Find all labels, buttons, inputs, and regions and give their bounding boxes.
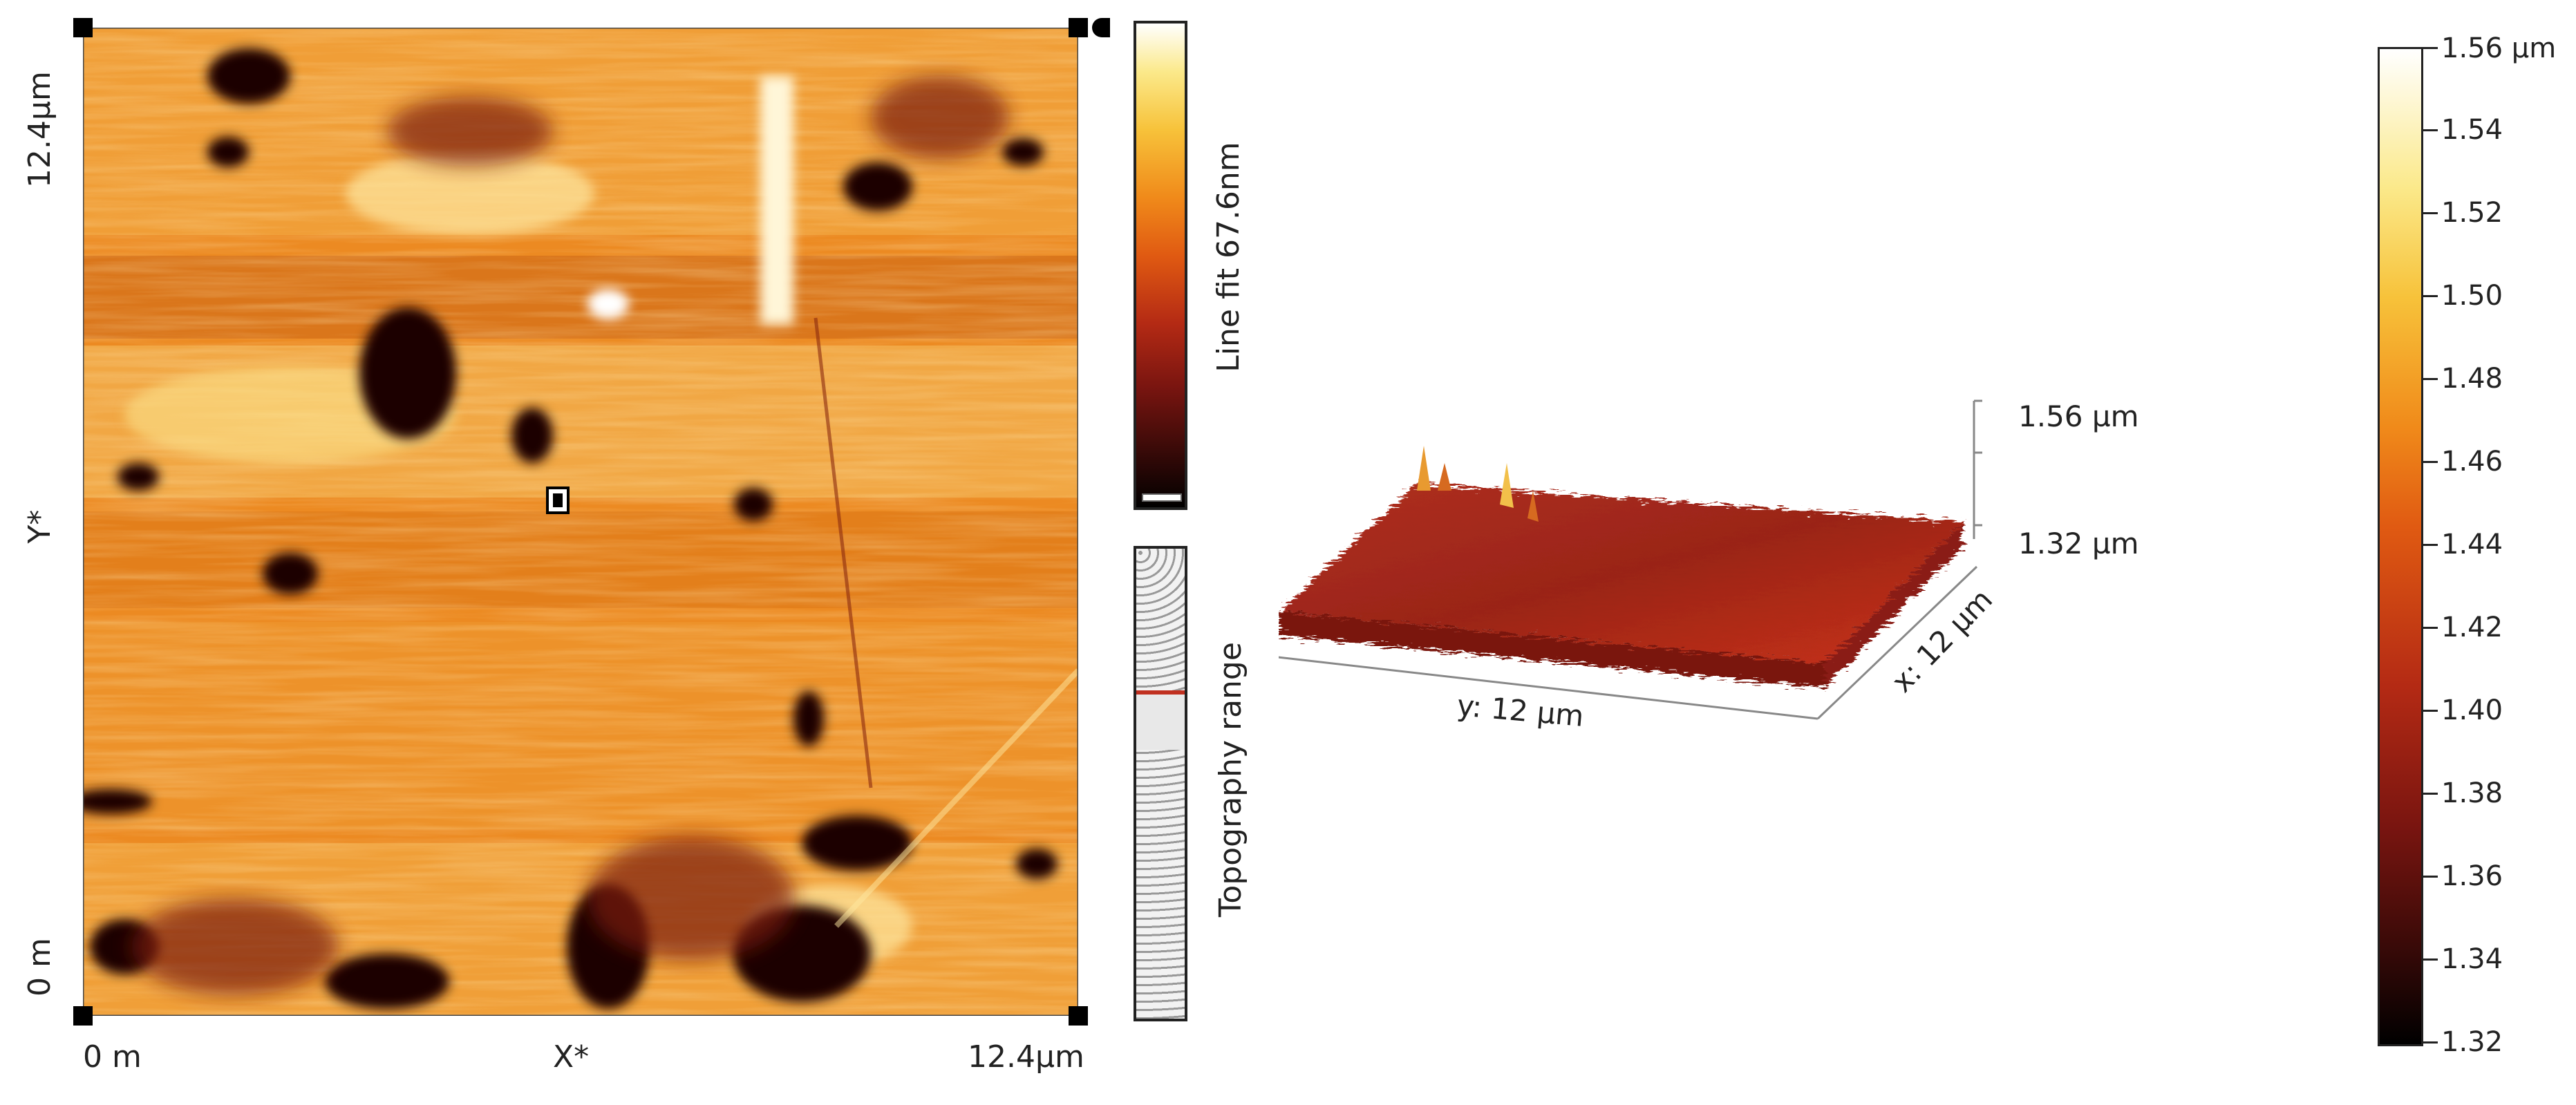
- corner-handle-bottom-left[interactable]: [73, 1006, 93, 1026]
- topography-map-panel: 12.4µm Y* 0 m 0 m X* 12.4µm: [0, 0, 1110, 1105]
- colorbar-tick: [2421, 710, 2438, 712]
- colorbar-tick-label: 1.48: [2441, 363, 2503, 395]
- panel-menu-icon[interactable]: [1092, 18, 1110, 37]
- colorbar-tick: [2421, 1041, 2438, 1043]
- colorbar-tick-label: 1.42: [2441, 612, 2503, 643]
- colorbar-tick: [2421, 627, 2438, 629]
- colorbar-tick-label: 1.36: [2441, 860, 2503, 892]
- colorbar-tick: [2421, 212, 2438, 214]
- 3d-surface-view[interactable]: 1.56 µm 1.32 µm y: 12 µm x: 12 µm: [1271, 387, 2177, 746]
- surface-peaks: [1417, 446, 1539, 522]
- colorbar-tick-label: 1.50: [2441, 280, 2503, 312]
- x-axis-mid-label: X*: [553, 1039, 590, 1075]
- y-axis-mid-label: Y*: [22, 509, 57, 544]
- height-colorbar-gradient: [2378, 47, 2423, 1046]
- 3d-z-top-label: 1.56 µm: [2018, 399, 2139, 433]
- topography-range-label: Topography range: [1213, 642, 1248, 917]
- colorbar-tick-label: 1.44: [2441, 529, 2503, 560]
- topography-range-bar[interactable]: [1134, 546, 1187, 1021]
- height-colorbar: 1.56 µm 1.54 1.52 1.50 1.48 1.46 1.44 1.42 1.40…: [2364, 28, 2571, 1078]
- line-fit-range-marker[interactable]: [1142, 493, 1182, 502]
- line-fit-label: Line fit 67.6nm: [1211, 142, 1246, 372]
- colorbar-tick: [2421, 876, 2438, 878]
- x-axis-max-label: 12.4µm: [968, 1039, 1084, 1075]
- colorbar-tick-label: 1.52: [2441, 197, 2503, 229]
- colorbar-tick: [2421, 793, 2438, 795]
- colorbar-tick-label: 1.38: [2441, 777, 2503, 809]
- line-fit-colorbar[interactable]: [1134, 21, 1187, 510]
- topography-range-window[interactable]: [1136, 690, 1185, 750]
- colorbar-tick-label: 1.34: [2441, 943, 2503, 975]
- colorbar-tick-label: 1.54: [2441, 114, 2503, 146]
- x-axis-min-label: 0 m: [83, 1039, 142, 1075]
- colorbar-tick-label: 1.46: [2441, 446, 2503, 478]
- colorbar-tick: [2421, 461, 2438, 463]
- y-axis-min-label: 0 m: [22, 938, 57, 997]
- colorbar-tick: [2421, 378, 2438, 380]
- colorbar-tick-label: 1.32: [2441, 1026, 2503, 1058]
- colorbar-tick: [2421, 958, 2438, 961]
- y-axis-max-label: 12.4µm: [22, 71, 57, 188]
- 3d-z-bottom-label: 1.32 µm: [2018, 527, 2139, 560]
- colorbar-tick: [2421, 544, 2438, 546]
- colorbar-tick: [2421, 295, 2438, 297]
- corner-handle-bottom-right[interactable]: [1069, 1006, 1088, 1026]
- colorbar-tick-label: 1.40: [2441, 695, 2503, 726]
- colorbar-tick: [2421, 129, 2438, 131]
- topography-map-image[interactable]: [83, 28, 1078, 1016]
- corner-handle-top-right[interactable]: [1069, 18, 1088, 37]
- colorbar-max-label: 1.56 µm: [2441, 32, 2557, 64]
- corner-handle-top-left[interactable]: [73, 18, 93, 37]
- colorbar-top-tick: [2421, 47, 2438, 49]
